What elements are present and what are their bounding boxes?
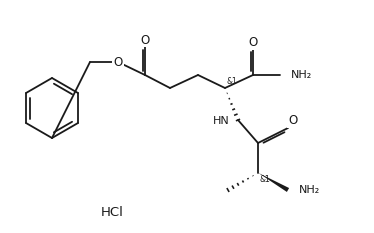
Text: O: O	[140, 34, 150, 47]
Text: O: O	[288, 114, 298, 127]
Text: HN: HN	[213, 116, 230, 126]
Text: &1: &1	[260, 175, 271, 184]
Text: HCl: HCl	[101, 206, 123, 219]
Text: NH₂: NH₂	[299, 185, 320, 195]
Text: NH₂: NH₂	[291, 70, 312, 80]
Text: &1: &1	[227, 77, 238, 86]
Polygon shape	[258, 173, 289, 192]
Text: O: O	[248, 37, 258, 49]
Text: O: O	[113, 55, 123, 69]
